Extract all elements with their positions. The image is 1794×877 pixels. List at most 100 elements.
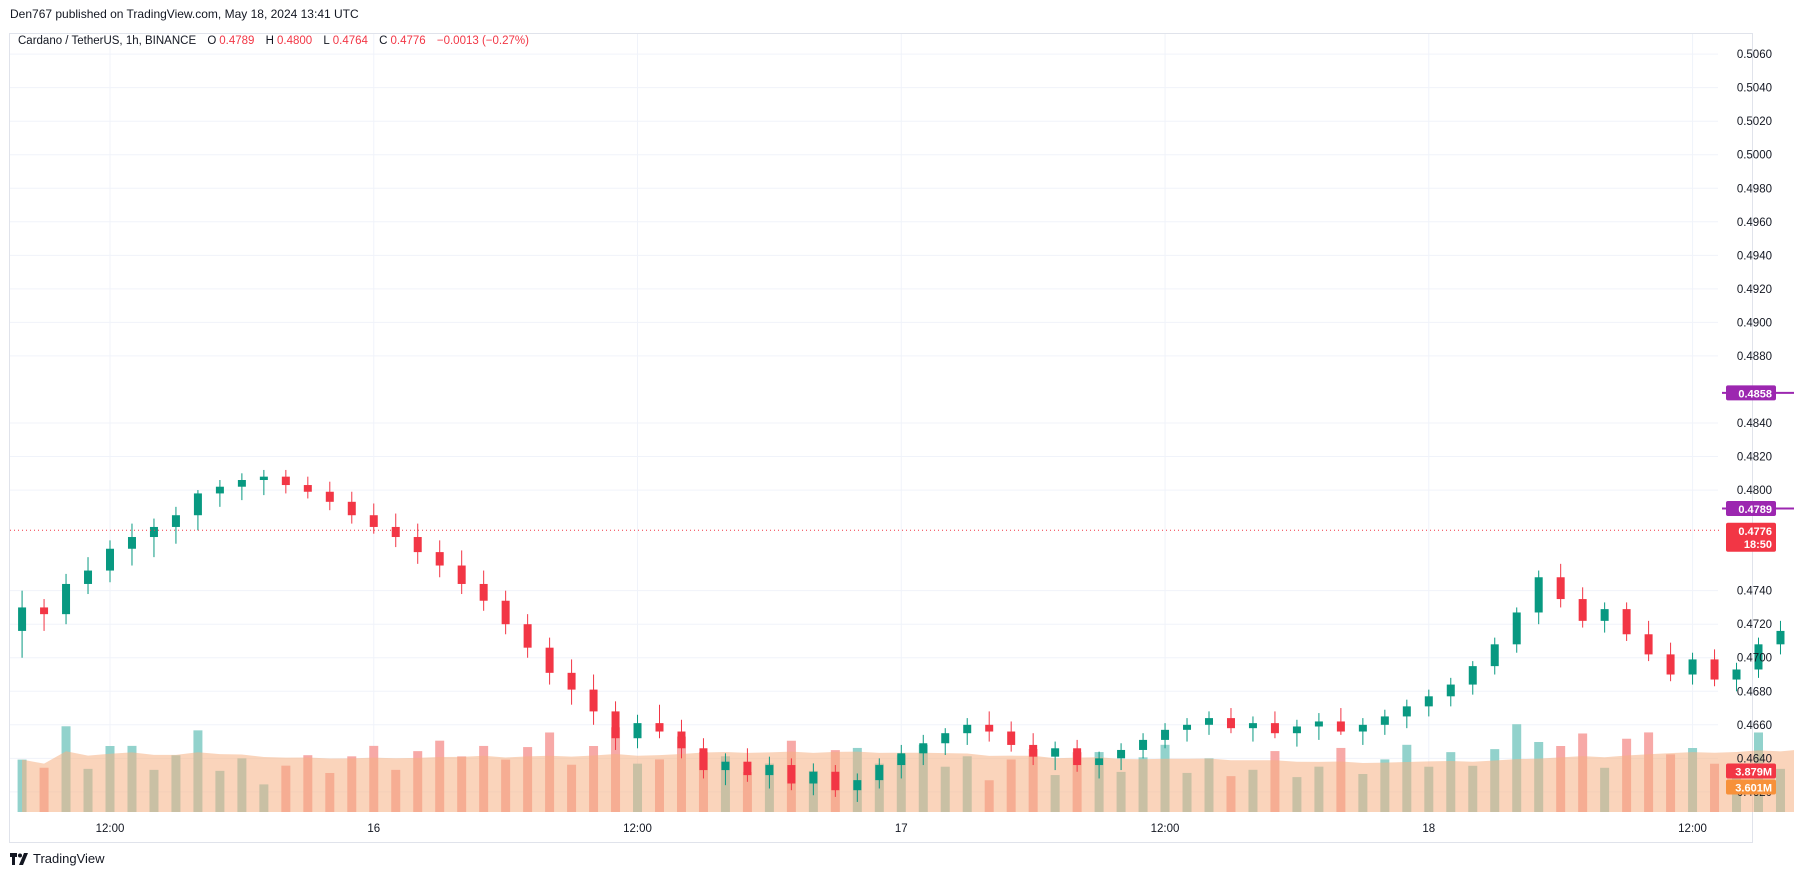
candle-body <box>523 624 532 648</box>
candle-body <box>919 743 928 754</box>
volume-badge: 3.879M <box>1726 763 1776 779</box>
candle <box>84 557 93 595</box>
candle <box>1446 677 1455 707</box>
candle-body <box>853 780 862 791</box>
candle-body <box>18 607 27 631</box>
candle <box>347 491 356 524</box>
candle-body <box>1270 723 1279 734</box>
candle <box>391 513 400 548</box>
candle-body <box>1161 729 1170 740</box>
candle-body <box>1534 577 1543 613</box>
candle-body <box>1622 609 1631 635</box>
candle-body <box>1644 634 1653 655</box>
candle <box>1468 661 1477 695</box>
candle <box>1556 563 1565 608</box>
candle-body <box>1292 726 1301 734</box>
candle <box>1424 689 1433 717</box>
volume-ma-badge-bg <box>1726 779 1776 795</box>
candle-body <box>501 600 510 625</box>
candle <box>501 590 510 635</box>
y-tick-label: 0.5060 <box>1737 49 1772 61</box>
candle-body <box>215 486 224 494</box>
candle <box>787 758 796 791</box>
last-price-badge-bg <box>1726 522 1776 552</box>
candle <box>237 473 246 501</box>
y-tick-label: 0.4700 <box>1737 653 1772 665</box>
candle-body <box>1029 744 1038 757</box>
candle <box>1314 713 1323 740</box>
candle <box>1183 718 1192 742</box>
candle-body <box>1336 721 1345 732</box>
y-tick-label: 0.4800 <box>1737 485 1772 497</box>
candle <box>149 518 158 558</box>
y-tick-label: 0.4720 <box>1737 619 1772 631</box>
last-price-badge-text: 0.4776 <box>1738 526 1772 538</box>
candle <box>40 599 49 631</box>
volume-badge-bg <box>1726 763 1776 779</box>
tradingview-brand: TradingView <box>33 851 105 866</box>
candle <box>1622 602 1631 641</box>
candle-body <box>589 689 598 712</box>
candle-body <box>1358 724 1367 732</box>
candle <box>1226 708 1235 734</box>
candle <box>1139 733 1148 759</box>
candle-body <box>1226 718 1235 729</box>
candle-body <box>1007 731 1016 745</box>
candle <box>215 480 224 507</box>
candle <box>655 704 664 739</box>
y-tick-label: 0.4920 <box>1737 284 1772 296</box>
candle <box>1095 751 1104 779</box>
candle-body <box>1754 644 1763 670</box>
candle <box>1644 620 1653 662</box>
candle <box>325 481 334 511</box>
candle-body <box>1600 609 1609 621</box>
candle-body <box>171 515 180 527</box>
candle <box>1358 718 1367 745</box>
candle-body <box>1688 659 1697 675</box>
candle <box>963 718 972 745</box>
open-label: O <box>207 35 217 47</box>
candle-body <box>1183 724 1192 730</box>
volume-ma-badge: 3.601M <box>1726 779 1776 795</box>
y-tick-label: 0.5020 <box>1737 116 1772 128</box>
y-tick-label: 0.4840 <box>1737 418 1772 430</box>
candle-body <box>963 724 972 734</box>
candle-body <box>369 515 378 527</box>
candle <box>589 674 598 725</box>
x-tick-label: 18 <box>1422 823 1435 835</box>
close-label: C <box>379 35 388 47</box>
candle <box>1732 662 1741 692</box>
candle-body <box>1732 669 1741 680</box>
tradingview-footer[interactable]: TradingView <box>10 851 105 866</box>
level-badge-bg <box>1726 501 1776 517</box>
change-value: −0.0013 (−0.27%) <box>436 35 529 47</box>
candle-body <box>1205 718 1213 725</box>
candle <box>941 728 950 755</box>
candle <box>809 763 818 796</box>
symbol-name[interactable]: Cardano / TetherUS, 1h, BINANCE <box>18 35 197 47</box>
level-badge-text: 0.4858 <box>1738 388 1772 400</box>
candle-body <box>1556 577 1565 600</box>
candle <box>1007 721 1016 752</box>
candle-body <box>1051 748 1060 757</box>
candle <box>545 637 554 685</box>
candle-body <box>1380 716 1389 725</box>
candle <box>62 573 71 625</box>
y-tick-label: 0.4820 <box>1737 452 1772 464</box>
candle-body <box>1490 644 1499 667</box>
y-tick-label: 0.4960 <box>1737 217 1772 229</box>
candle <box>18 590 27 658</box>
candle <box>193 490 202 531</box>
publisher-caption: Den767 published on TradingView.com, May… <box>10 7 359 21</box>
candle-body <box>699 748 708 771</box>
y-tick-label: 0.4980 <box>1737 183 1772 195</box>
candle-body <box>567 672 576 690</box>
candle-body <box>941 733 950 744</box>
candle <box>413 523 422 564</box>
x-tick-label: 16 <box>367 823 380 835</box>
candle <box>303 476 312 499</box>
candle-body <box>1578 599 1587 621</box>
candle <box>1512 607 1521 653</box>
